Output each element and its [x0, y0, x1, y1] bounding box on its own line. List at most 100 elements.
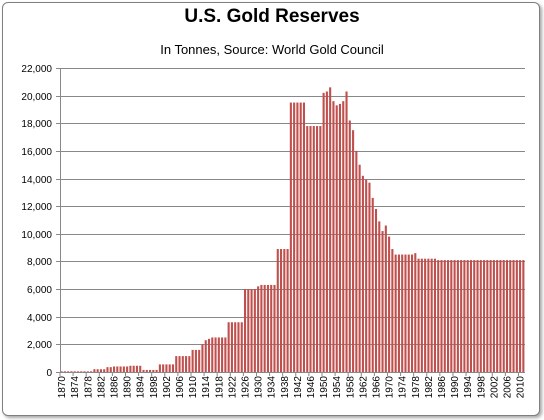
- bar: [253, 289, 256, 372]
- bar: [73, 371, 76, 372]
- bar: [427, 258, 430, 372]
- bar: [496, 260, 499, 372]
- bar: [263, 284, 266, 372]
- bar: [207, 338, 211, 372]
- bar: [145, 369, 148, 372]
- bar: [299, 102, 302, 373]
- bar: [466, 260, 469, 372]
- bar: [499, 260, 502, 372]
- x-tick-label: 1906: [175, 376, 186, 399]
- bar: [289, 102, 292, 373]
- bar: [410, 254, 414, 372]
- x-tick-label: 2002: [489, 376, 500, 399]
- bar: [394, 254, 397, 372]
- bar: [476, 260, 479, 372]
- bar: [270, 284, 273, 372]
- bar: [407, 254, 410, 372]
- bar: [335, 105, 338, 372]
- x-tick-label: 1886: [110, 376, 121, 399]
- x-tick-label: 1986: [437, 376, 448, 399]
- bar: [453, 260, 456, 372]
- bar: [142, 369, 145, 372]
- bar: [103, 369, 106, 372]
- x-tick-label: 1874: [70, 376, 81, 399]
- x-tick-label: 1926: [241, 376, 252, 399]
- x-tick-label: 1902: [162, 376, 173, 399]
- bar: [149, 369, 152, 372]
- bar: [60, 371, 63, 372]
- bar: [492, 260, 495, 372]
- x-tick-label: 1954: [332, 376, 343, 399]
- bar: [250, 289, 253, 372]
- bar: [99, 369, 102, 372]
- x-tick-label: 1934: [267, 376, 278, 399]
- x-tick-label: 1910: [188, 376, 199, 399]
- x-tick-label: 1882: [96, 376, 107, 399]
- chart-subtitle: In Tonnes, Source: World Gold Council: [160, 42, 384, 57]
- bar: [214, 337, 217, 372]
- bar: [424, 258, 427, 372]
- bar: [361, 175, 364, 372]
- bar: [155, 369, 158, 372]
- x-tick-label: 1974: [398, 376, 409, 399]
- bar: [129, 365, 132, 372]
- bar: [178, 356, 181, 372]
- bar: [273, 284, 276, 372]
- x-tick-label: 1870: [57, 376, 68, 399]
- bar: [414, 253, 417, 372]
- bar: [230, 322, 233, 372]
- x-tick-label: 1890: [123, 376, 134, 399]
- x-tick-label: 1938: [280, 376, 291, 399]
- bar: [319, 126, 322, 372]
- x-tick-label: 1922: [227, 376, 238, 399]
- bar: [479, 260, 482, 372]
- bar: [404, 254, 407, 372]
- bar: [417, 258, 420, 372]
- bar: [191, 349, 194, 372]
- bar: [257, 286, 260, 372]
- bar: [378, 221, 381, 372]
- x-tick-label: 1918: [214, 376, 225, 399]
- bar: [162, 364, 165, 372]
- bar: [126, 366, 129, 372]
- bar: [86, 371, 89, 372]
- bar: [502, 260, 505, 372]
- y-tick-label: 14,000: [21, 175, 52, 186]
- y-tick-label: 12,000: [21, 202, 52, 213]
- bar: [80, 371, 83, 372]
- bar: [279, 249, 283, 372]
- bar: [211, 337, 214, 372]
- bar: [358, 164, 361, 372]
- y-tick-label: 18,000: [21, 119, 52, 130]
- bar: [391, 249, 394, 372]
- y-tick-label: 16,000: [21, 147, 52, 158]
- bar: [221, 337, 224, 372]
- bar: [443, 260, 446, 372]
- x-tick-label: 1978: [411, 376, 422, 399]
- bar: [112, 366, 116, 372]
- bar: [90, 371, 93, 372]
- bar: [135, 365, 139, 372]
- bar: [276, 249, 279, 372]
- bar: [316, 126, 319, 372]
- bar: [365, 179, 368, 372]
- x-tick-label: 1930: [254, 376, 265, 399]
- bar: [515, 260, 518, 372]
- bar: [188, 356, 191, 372]
- x-tick-label: 1990: [450, 376, 461, 399]
- bar: [309, 126, 312, 372]
- bar: [368, 182, 371, 372]
- bar: [512, 260, 515, 372]
- bar: [306, 126, 309, 372]
- bar: [463, 260, 466, 372]
- bar: [388, 236, 391, 372]
- bar: [171, 364, 175, 372]
- bar: [181, 356, 184, 372]
- y-tick-label: 20,000: [21, 92, 52, 103]
- x-tick-label: 1966: [372, 376, 383, 399]
- y-tick-label: 6,000: [27, 285, 52, 296]
- bar: [240, 322, 243, 372]
- bar: [286, 249, 289, 372]
- bar: [397, 254, 400, 372]
- bar: [329, 87, 332, 372]
